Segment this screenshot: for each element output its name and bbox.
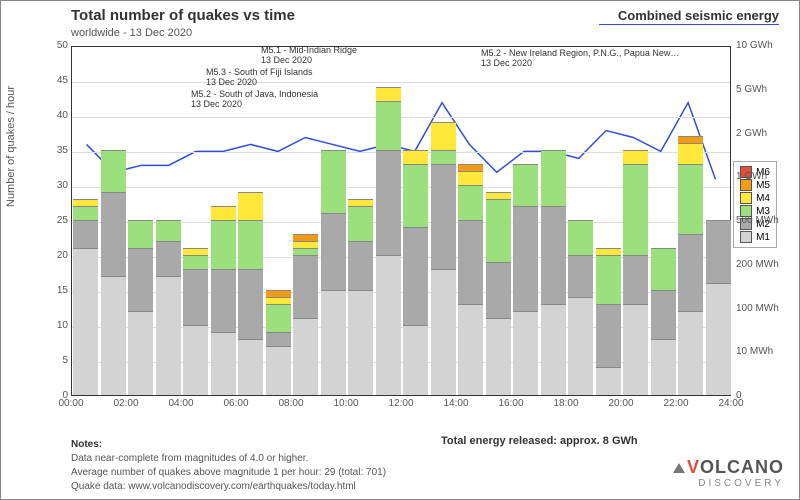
chart-title: Total number of quakes vs time — [71, 7, 295, 24]
y-right-tick: 200 MWh — [736, 259, 779, 270]
bar-hour — [458, 164, 483, 395]
chart-container: Total number of quakes vs time Combined … — [0, 0, 800, 500]
y-right-tick: 500 MWh — [736, 215, 779, 226]
bar-hour — [73, 199, 98, 395]
bar-hour — [376, 87, 401, 395]
x-tick: 14:00 — [443, 398, 468, 409]
bar-hour — [403, 150, 428, 395]
logo-sub: DISCOVERY — [673, 478, 784, 489]
notes-title: Notes: — [71, 438, 386, 452]
y-right-tick: 10 GWh — [736, 40, 773, 51]
logo-rest: OLCANO — [700, 457, 784, 477]
title-bar: Total number of quakes vs time Combined … — [71, 7, 779, 24]
note-line: Quake data: www.volcanodiscovery.com/ear… — [71, 480, 386, 494]
plot-area — [71, 46, 731, 396]
x-tick: 20:00 — [608, 398, 633, 409]
y-left-tick: 45 — [46, 75, 68, 86]
bar-hour — [321, 150, 346, 395]
y-left-tick: 40 — [46, 110, 68, 121]
bar-hour — [156, 220, 181, 395]
x-tick: 18:00 — [553, 398, 578, 409]
bar-hour — [596, 248, 621, 395]
x-tick: 02:00 — [113, 398, 138, 409]
bar-hour — [266, 290, 291, 395]
bar-hour — [513, 164, 538, 395]
x-tick: 22:00 — [663, 398, 688, 409]
logo-v: V — [687, 457, 700, 477]
x-tick: 16:00 — [498, 398, 523, 409]
x-tick: 00:00 — [58, 398, 83, 409]
x-tick: 24:00 — [718, 398, 743, 409]
y-right-tick: 100 MWh — [736, 303, 779, 314]
annotation: M5.2 - South of Java, Indonesia13 Dec 20… — [191, 90, 318, 110]
y-left-tick: 10 — [46, 320, 68, 331]
volcano-icon — [673, 463, 685, 473]
bar-hour — [238, 192, 263, 395]
y-right-tick: 2 GWh — [736, 128, 767, 139]
y-left-tick: 30 — [46, 180, 68, 191]
x-tick: 04:00 — [168, 398, 193, 409]
note-line: Data near-complete from magnitudes of 4.… — [71, 452, 386, 466]
bar-hour — [541, 150, 566, 395]
x-tick: 08:00 — [278, 398, 303, 409]
bar-hour — [651, 248, 676, 395]
legend-item: M4 — [740, 192, 770, 204]
logo: VOLCANO DISCOVERY — [673, 457, 784, 489]
bar-hour — [431, 122, 456, 395]
annotation: M5.3 - South of Fiji Islands13 Dec 2020 — [206, 68, 313, 88]
bar-hour — [348, 199, 373, 395]
y-right-tick: 5 GWh — [736, 84, 767, 95]
bar-hour — [183, 248, 208, 395]
x-tick: 10:00 — [333, 398, 358, 409]
bar-hour — [486, 192, 511, 395]
y-left-tick: 20 — [46, 250, 68, 261]
subtitle: worldwide - 13 Dec 2020 — [71, 27, 192, 39]
y-left-tick: 35 — [46, 145, 68, 156]
bar-hour — [293, 234, 318, 395]
y-left-tick: 25 — [46, 215, 68, 226]
notes: Notes: Data near-complete from magnitude… — [71, 438, 386, 494]
y-axis-label: Number of quakes / hour — [5, 86, 17, 207]
bar-hour — [623, 150, 648, 395]
total-energy: Total energy released: approx. 8 GWh — [441, 435, 638, 447]
annotation: M5.2 - New Ireland Region, P.N.G., Papua… — [481, 49, 679, 69]
bar-hour — [211, 206, 236, 395]
x-tick: 06:00 — [223, 398, 248, 409]
x-tick: 12:00 — [388, 398, 413, 409]
annotation: M5.1 - Mid-Indian Ridge13 Dec 2020 — [261, 46, 357, 66]
bar-hour — [706, 220, 731, 395]
y-right-tick: 1 GWh — [736, 171, 767, 182]
note-line: Average number of quakes above magnitude… — [71, 466, 386, 480]
bar-hour — [678, 136, 703, 395]
legend-item: M1 — [740, 231, 770, 243]
y-left-tick: 50 — [46, 40, 68, 51]
bar-hour — [128, 220, 153, 395]
energy-title: Combined seismic energy — [618, 8, 779, 23]
y-left-tick: 5 — [46, 355, 68, 366]
bar-hour — [568, 220, 593, 395]
y-left-tick: 15 — [46, 285, 68, 296]
bar-hour — [101, 150, 126, 395]
y-right-tick: 10 MWh — [736, 346, 773, 357]
